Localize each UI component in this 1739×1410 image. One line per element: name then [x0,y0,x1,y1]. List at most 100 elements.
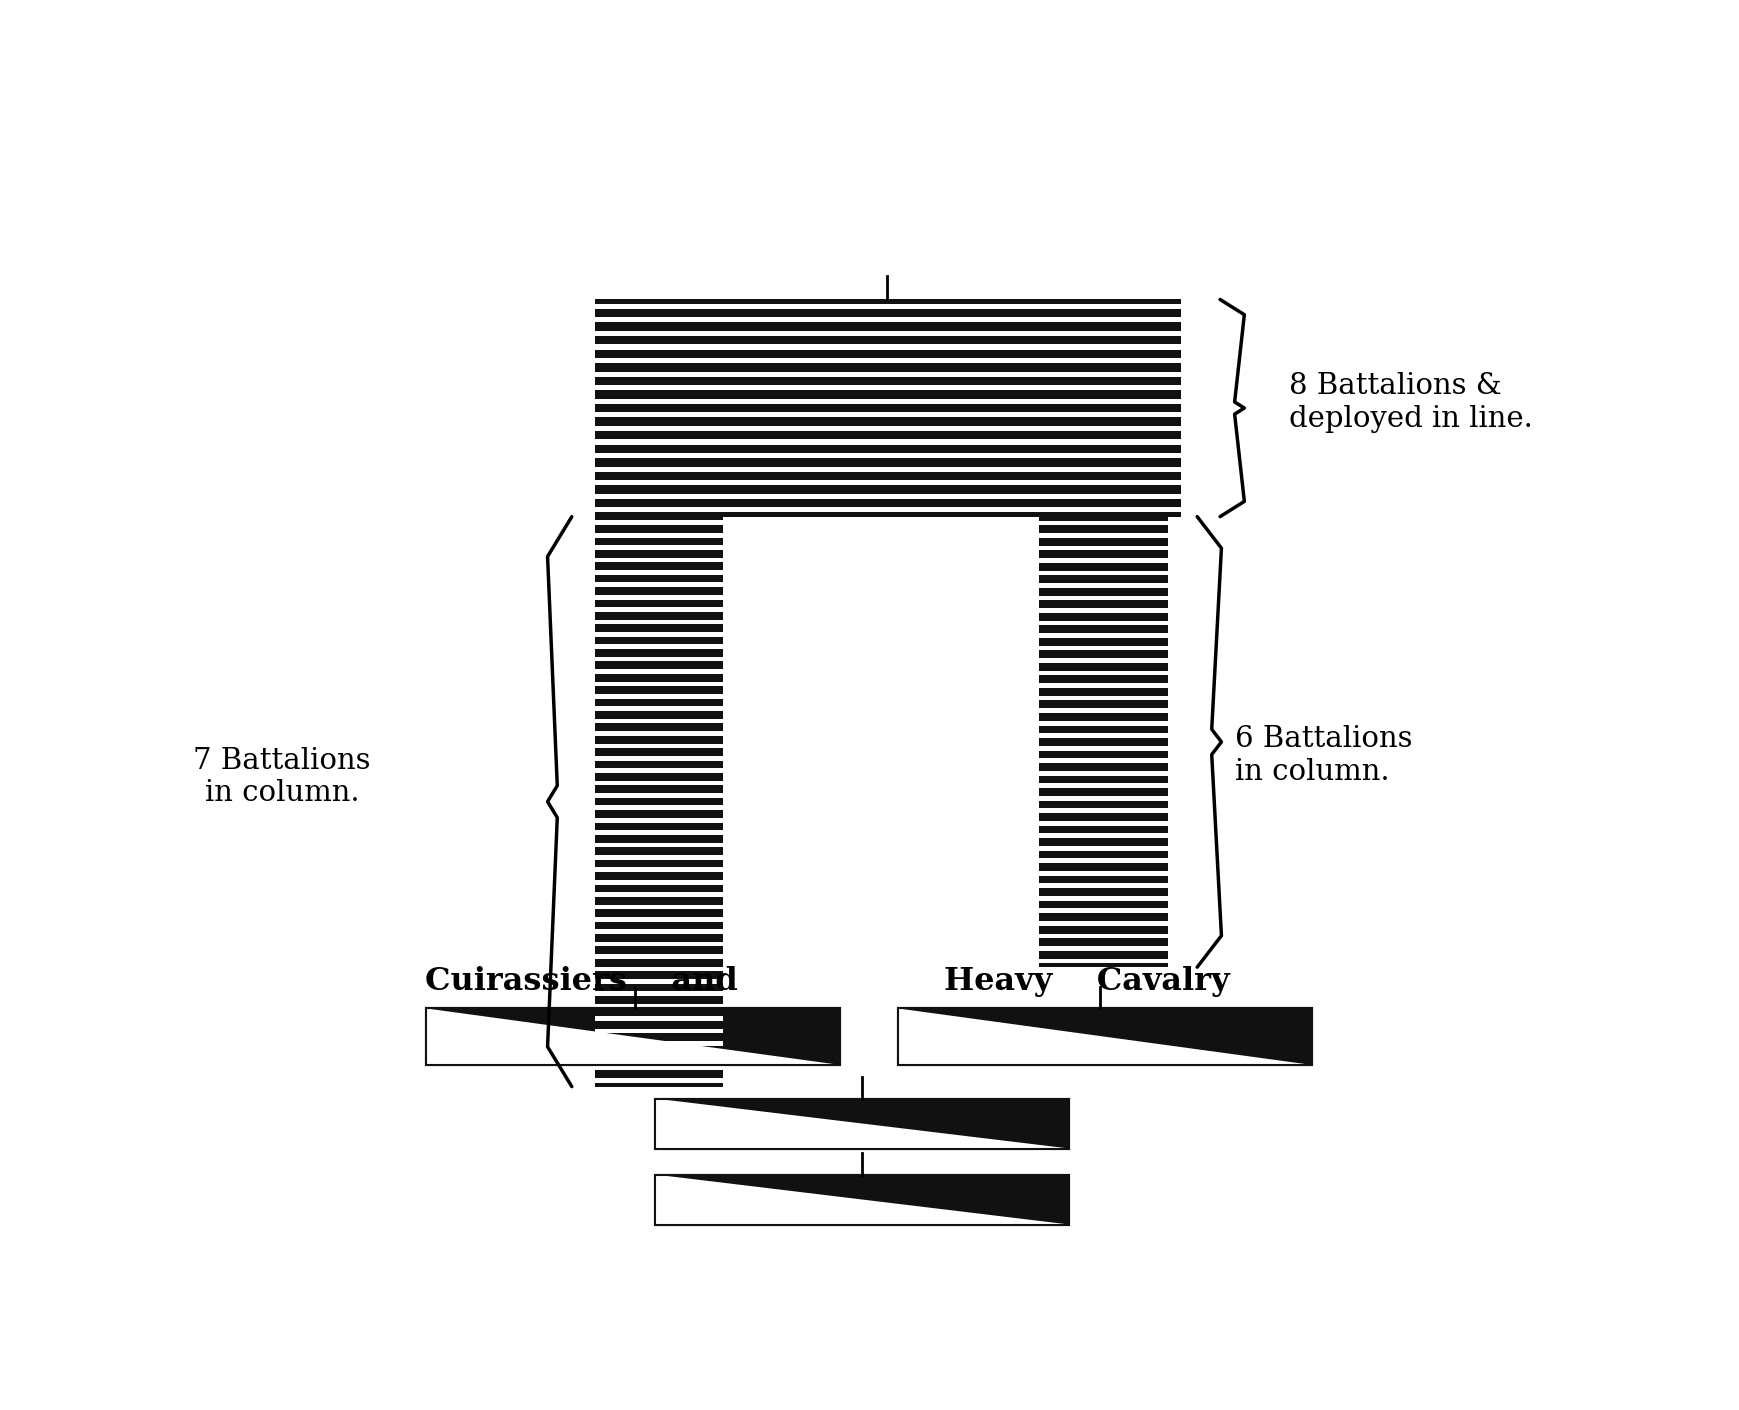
Bar [595,1028,723,1034]
Bar [1040,533,1167,537]
Bar [1040,846,1167,850]
Bar [595,533,723,537]
Polygon shape [426,1008,840,1065]
Text: 6 Battalions
in column.: 6 Battalions in column. [1235,725,1412,785]
Bar [595,670,723,674]
Bar [595,426,1181,431]
Bar [595,781,723,785]
Bar [1040,821,1167,826]
Bar [595,916,723,922]
Text: Heavy    Cavalry: Heavy Cavalry [944,966,1229,997]
Text: 8 Battalions &
deployed in line.: 8 Battalions & deployed in line. [1289,372,1532,433]
Bar [1040,520,1167,526]
Bar [1040,721,1167,726]
Text: Cuirassiers    and: Cuirassiers and [424,966,737,997]
Bar [595,818,723,822]
Bar [1040,921,1167,926]
Bar [1040,895,1167,901]
Bar [1040,908,1167,914]
Bar [1040,608,1167,613]
Bar [595,1079,723,1083]
Bar [656,1098,1069,1149]
Bar [595,493,1181,499]
Bar [1040,808,1167,814]
Bar [595,792,723,798]
Bar [1040,859,1167,863]
Bar [595,595,723,599]
Bar [1040,759,1167,763]
Bar [1040,871,1167,876]
Bar [1040,546,1167,550]
Bar [595,619,723,625]
Bar [1040,646,1167,650]
Bar [595,854,723,860]
Bar [595,706,723,711]
Bar [595,1066,723,1070]
Bar [595,805,723,811]
Bar [595,644,723,649]
Bar [595,344,1181,350]
Bar [595,955,723,959]
Bar [595,942,723,946]
Bar [595,399,1181,403]
Bar [1040,959,1167,963]
Bar [595,743,723,749]
Bar [1040,516,1167,967]
Bar [1040,595,1167,601]
Bar [1040,633,1167,637]
Bar [595,905,723,909]
Polygon shape [897,1008,1311,1065]
Bar [1040,946,1167,950]
Bar [595,966,723,971]
Bar [1040,795,1167,801]
Bar [595,481,1181,485]
Bar [595,453,1181,458]
Bar [1040,746,1167,750]
Bar [1040,584,1167,588]
Bar [426,1008,840,1065]
Bar [595,608,723,612]
Bar [595,546,723,550]
Polygon shape [656,1175,1069,1224]
Bar [1040,784,1167,788]
Bar [1040,695,1167,701]
Bar [1040,658,1167,663]
Bar [656,1175,1069,1224]
Bar [1040,733,1167,737]
Bar [595,1004,723,1008]
Bar [595,768,723,773]
Bar [1040,884,1167,888]
Bar [595,929,723,933]
Bar [426,1008,840,1065]
Bar [595,681,723,687]
Bar [1040,771,1167,776]
Bar [595,756,723,760]
Bar [656,1175,1069,1224]
Bar [595,893,723,897]
Bar [595,358,1181,364]
Bar [656,1098,1069,1149]
Polygon shape [656,1098,1069,1149]
Bar [595,582,723,587]
Bar [1040,671,1167,675]
Bar [1040,833,1167,838]
Bar [595,843,723,847]
Bar [595,299,1181,516]
Bar [595,516,723,1087]
Bar [595,1041,723,1046]
Bar [595,657,723,661]
Bar [595,1017,723,1021]
Bar [595,830,723,835]
Bar [595,991,723,995]
Bar [595,412,1181,417]
Bar [595,372,1181,376]
Bar [595,632,723,637]
Bar [595,508,1181,512]
Bar [1040,933,1167,938]
Bar [595,979,723,984]
Bar [595,570,723,575]
Bar [595,520,723,525]
Bar [595,719,723,723]
Bar [595,557,723,563]
Bar [897,1008,1311,1065]
